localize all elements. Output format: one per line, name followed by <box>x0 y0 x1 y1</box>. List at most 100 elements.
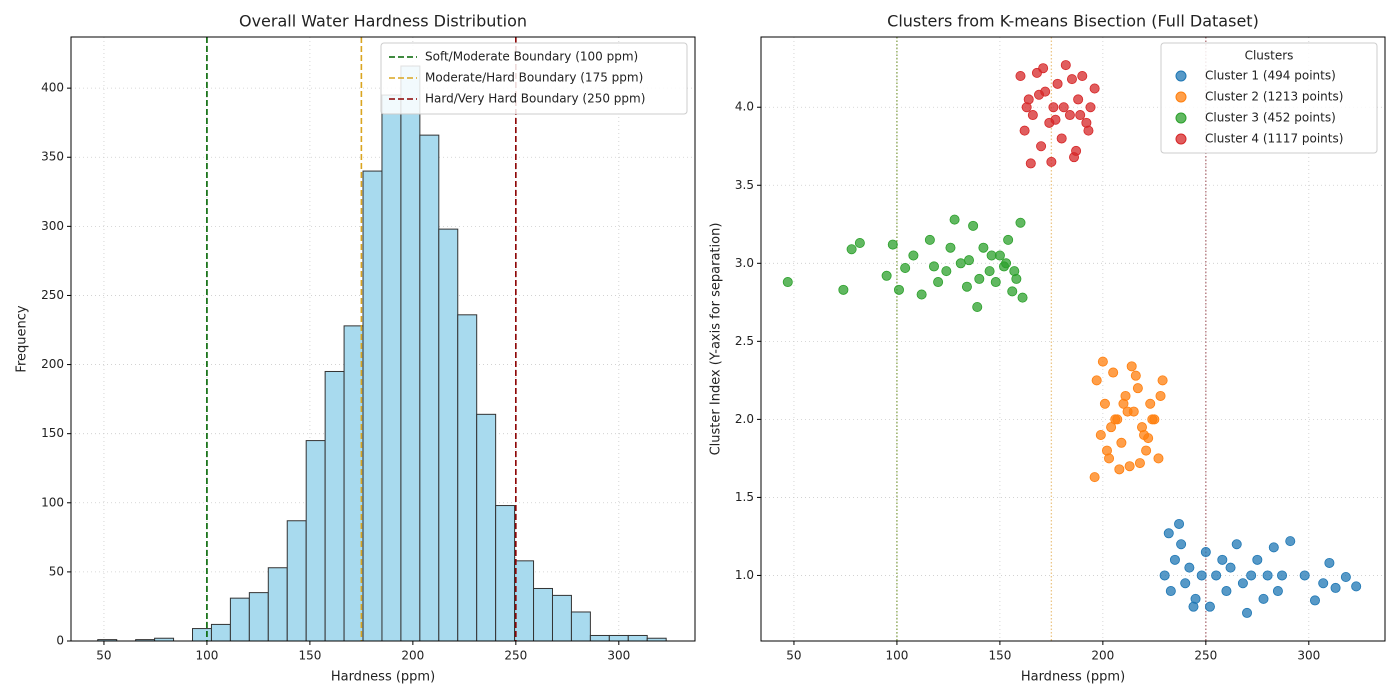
scatter-point <box>955 258 966 269</box>
scatter-point <box>1116 437 1127 448</box>
histogram-bar <box>305 440 326 641</box>
histogram-bar <box>362 170 383 641</box>
scatter-point <box>1060 60 1071 71</box>
scatter-point <box>838 284 849 295</box>
scatter-point <box>1099 398 1110 409</box>
scatter-point <box>1122 406 1133 417</box>
scatter-point <box>782 277 793 288</box>
scatter-point <box>978 242 989 253</box>
scatter-point <box>1258 593 1269 604</box>
scatter-point <box>1108 367 1119 378</box>
y-axis-label: Cluster Index (Y-axis for separation) <box>709 223 724 456</box>
plot-area <box>97 37 667 641</box>
scatter-point <box>1169 554 1180 565</box>
scatter-point <box>1299 570 1310 581</box>
scatter-point <box>1027 110 1038 121</box>
legend-swatch <box>1175 112 1187 124</box>
histogram-bar <box>248 592 269 641</box>
scatter-point <box>924 234 935 245</box>
y-tick-label: 300 <box>41 219 64 233</box>
y-tick-label: 1.5 <box>735 490 754 504</box>
scatter-point <box>1048 102 1059 113</box>
axes-frame <box>760 36 1386 642</box>
scatter-point <box>1132 383 1143 394</box>
scatter-point <box>1075 110 1086 121</box>
x-tick-label: 200 <box>401 649 424 663</box>
scatter-point <box>941 266 952 277</box>
x-tick-label: 300 <box>607 649 630 663</box>
scatter-point <box>974 273 985 284</box>
histogram-bar <box>457 314 478 641</box>
legend-label: Hard/Very Hard Boundary (250 ppm) <box>425 92 645 106</box>
y-tick-label: 3.0 <box>735 256 754 270</box>
scatter-point <box>1180 578 1191 589</box>
scatter-point <box>1184 562 1195 573</box>
scatter-point <box>1155 390 1166 401</box>
scatter-point <box>1085 102 1096 113</box>
x-tick-label: 150 <box>988 649 1011 663</box>
scatter-point <box>990 277 1001 288</box>
scatter-point <box>1200 547 1211 558</box>
scatter-point <box>1110 414 1121 425</box>
x-tick-label: 250 <box>504 649 527 663</box>
scatter-point <box>1003 234 1014 245</box>
scatter-point <box>1071 145 1082 156</box>
scatter-point <box>1268 542 1279 553</box>
subplot: 50 100 150 200 250 300 0 50 100 150 200 250 300 350 40… <box>15 12 696 685</box>
scatter-point <box>1021 102 1032 113</box>
scatter-point <box>908 250 919 261</box>
scatter-point <box>984 266 995 277</box>
scatter-point <box>964 255 975 266</box>
histogram-bar <box>343 325 364 641</box>
y-tick-label: 0 <box>56 634 64 648</box>
scatter-point <box>1141 445 1152 456</box>
legend-label: Cluster 4 (1117 points) <box>1205 132 1343 146</box>
scatter-point <box>1036 141 1047 152</box>
scatter-point <box>1089 472 1100 483</box>
histogram-bar <box>267 567 288 641</box>
chart-title: Overall Water Hardness Distribution <box>239 12 527 31</box>
scatter-point <box>1101 445 1112 456</box>
scatter-point <box>1073 94 1084 105</box>
scatter-point <box>1097 356 1108 367</box>
scatter-point <box>1324 557 1335 568</box>
y-tick-label: 200 <box>41 357 64 371</box>
scatter-point <box>1034 89 1045 100</box>
scatter-point <box>1221 586 1232 597</box>
scatter-point <box>1188 601 1199 612</box>
scatter-point <box>1046 156 1057 167</box>
scatter-point <box>1025 158 1036 169</box>
scatter-point <box>893 284 904 295</box>
scatter-point <box>1056 133 1067 144</box>
x-tick-label: 50 <box>786 649 801 663</box>
scatter-point <box>1204 601 1215 612</box>
scatter-point <box>1118 398 1129 409</box>
scatter-point <box>1066 74 1077 85</box>
scatter-point <box>994 250 1005 261</box>
scatter-point <box>1237 578 1248 589</box>
legend-swatch <box>1175 91 1187 103</box>
y-tick-label: 50 <box>49 564 64 578</box>
scatter-point <box>1038 63 1049 74</box>
scatter-point <box>1309 595 1320 606</box>
y-tick-label: 1.0 <box>735 568 754 582</box>
y-tick-label: 2.0 <box>735 412 754 426</box>
scatter-point <box>1272 586 1283 597</box>
scatter-point <box>1159 570 1170 581</box>
scatter-point <box>1246 570 1257 581</box>
histogram-bar <box>210 623 231 641</box>
x-tick-label: 100 <box>885 649 908 663</box>
y-tick-label: 100 <box>41 495 64 509</box>
scatter-point <box>1083 125 1094 136</box>
histogram-bar <box>533 587 553 641</box>
legend-label: Soft/Moderate Boundary (100 ppm) <box>425 50 638 64</box>
legend-swatch <box>1175 70 1187 82</box>
scatter-point <box>1015 71 1026 82</box>
scatter-point <box>1126 361 1137 372</box>
scatter-point <box>1163 528 1174 539</box>
scatter-point <box>1145 398 1156 409</box>
scatter-point <box>945 242 956 253</box>
scatter-point <box>933 277 944 288</box>
scatter-point <box>1007 286 1018 297</box>
